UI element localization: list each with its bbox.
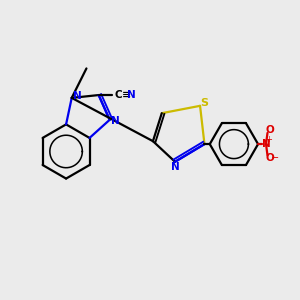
Text: −: − <box>271 153 279 163</box>
Text: O: O <box>266 153 274 163</box>
Text: +: + <box>266 135 272 144</box>
Text: C: C <box>115 90 122 100</box>
Text: N: N <box>127 90 136 100</box>
Text: N: N <box>171 162 179 172</box>
Text: S: S <box>200 98 208 108</box>
Text: O: O <box>266 125 274 135</box>
Text: ≡: ≡ <box>122 90 131 100</box>
Text: N: N <box>73 92 81 101</box>
Text: N: N <box>111 116 119 126</box>
Text: N: N <box>262 139 270 149</box>
